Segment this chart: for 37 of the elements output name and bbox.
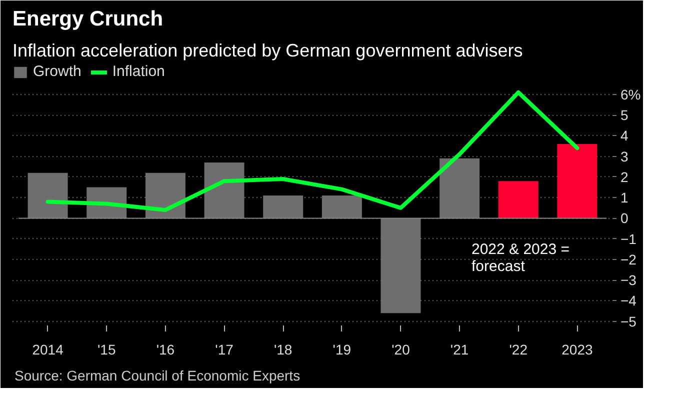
x-tick-label: '15 — [97, 342, 116, 358]
x-tick-label: 2023 — [562, 342, 593, 358]
x-tick-label: '20 — [392, 342, 410, 358]
y-tick-label: 3 — [620, 148, 628, 164]
y-tick-label: 6% — [620, 86, 641, 102]
chart-subtitle: Inflation acceleration predicted by German government advisers — [12, 40, 523, 60]
y-tick-label: 1 — [620, 190, 628, 206]
bar — [380, 218, 421, 314]
x-tick-label: '19 — [332, 342, 352, 358]
bar — [28, 172, 68, 218]
y-tick-label: 5 — [620, 107, 628, 124]
y-tick-label: −5 — [620, 313, 637, 330]
y-tick-label: 0 — [620, 210, 628, 226]
y-tick-label: −1 — [620, 230, 637, 247]
y-tick-label: −3 — [620, 272, 637, 288]
bar — [498, 181, 538, 218]
bar — [557, 144, 598, 218]
bar — [322, 196, 362, 218]
y-tick-label: −2 — [620, 251, 637, 268]
bar — [440, 158, 480, 218]
bar — [204, 162, 244, 218]
x-tick-label: '21 — [450, 342, 469, 358]
y-tick-label: 2 — [620, 168, 628, 185]
x-tick-label: '22 — [509, 342, 528, 358]
legend-label: Growth — [33, 63, 82, 80]
line-series — [46, 90, 580, 212]
y-tick-label: −4 — [620, 292, 637, 309]
legend-label: Inflation — [112, 63, 165, 80]
x-tick-label: '17 — [215, 342, 234, 358]
source-note: Source: German Council of Economic Experts — [14, 368, 300, 384]
x-tick-label: '18 — [274, 342, 292, 358]
chart-title: Energy Crunch — [12, 8, 164, 30]
annotation: 2022 & 2023 = forecast — [472, 241, 570, 276]
x-tick-label: '16 — [156, 342, 175, 358]
x-tick-label: 2014 — [32, 342, 64, 358]
y-tick-label: 4 — [620, 128, 628, 144]
bar — [263, 196, 304, 218]
